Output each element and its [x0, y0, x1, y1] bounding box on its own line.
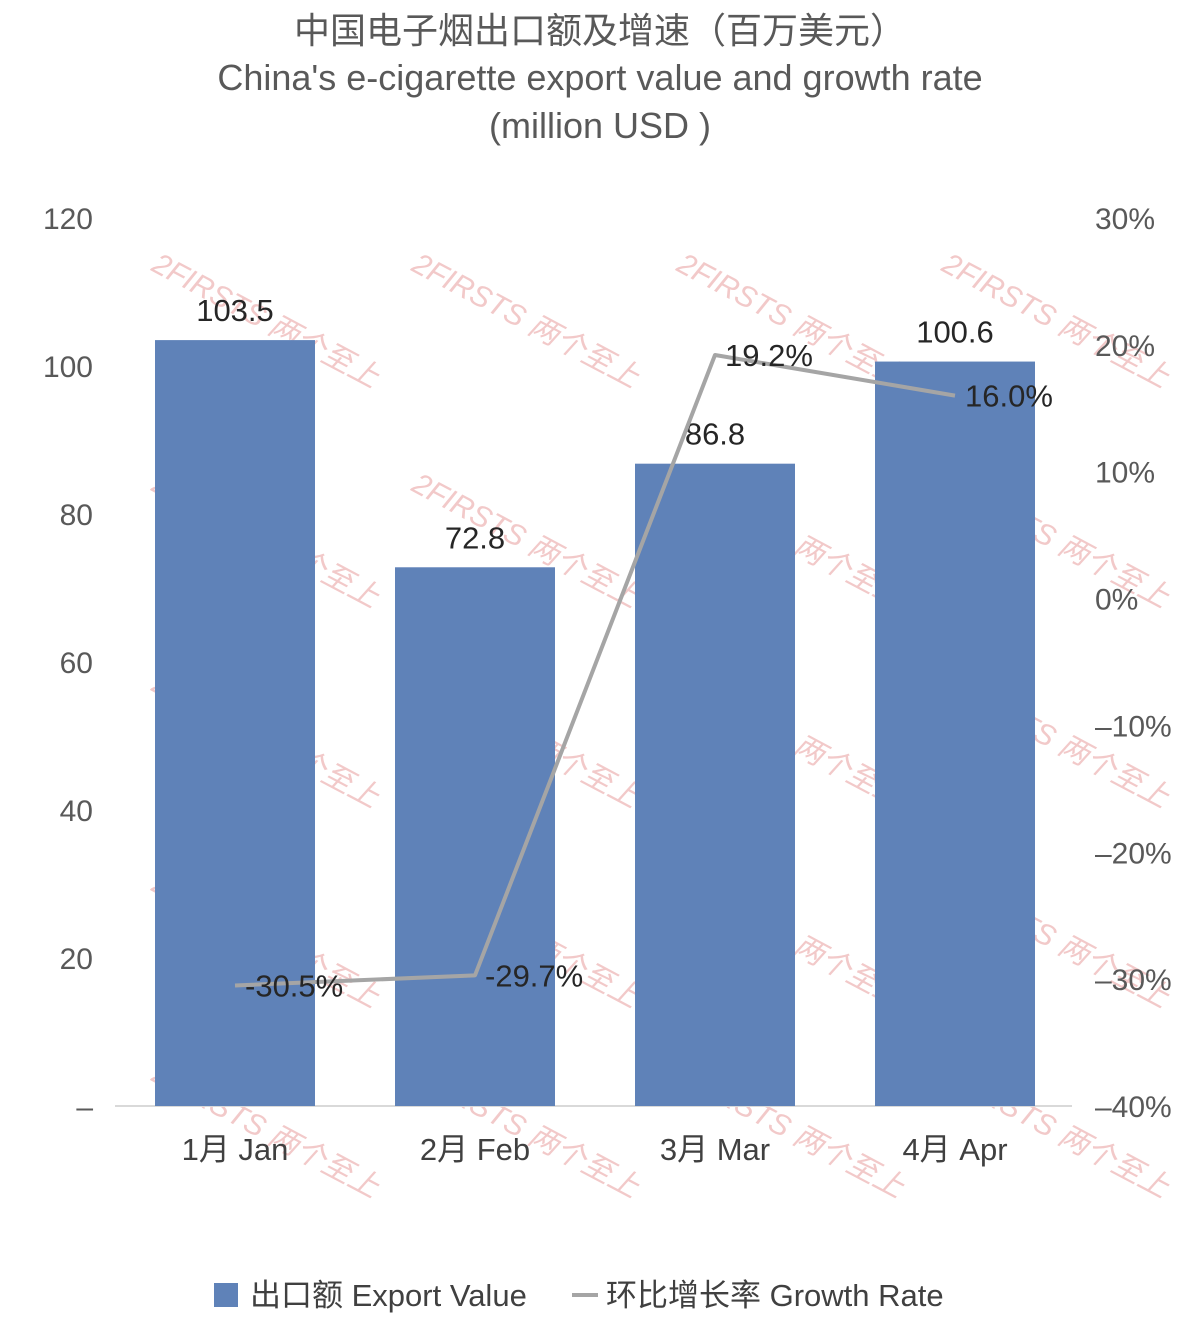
right-axis-tick-label: –40% — [1095, 1091, 1172, 1124]
right-axis-tick-label: –10% — [1095, 710, 1172, 743]
left-axis-tick-label: 120 — [43, 203, 93, 236]
bar-value-label: 72.8 — [445, 520, 505, 555]
bar-export-value — [635, 463, 795, 1106]
left-axis-tick-label: 60 — [60, 647, 93, 680]
growth-rate-label: -30.5% — [245, 968, 343, 1003]
right-axis-tick-label: 20% — [1095, 330, 1155, 363]
left-axis-tick-label: 80 — [60, 499, 93, 532]
line-series: -30.5% -29.7% 19.2% 16.0% — [234, 338, 1053, 1003]
chart-title-line: China's e-cigarette export value and gro… — [217, 57, 982, 98]
x-axis-category-label: 1月 Jan — [182, 1132, 289, 1167]
left-axis-tick-label: 20 — [60, 943, 93, 976]
left-axis-tick-label: – — [76, 1091, 93, 1124]
left-axis-tick-label: 100 — [43, 351, 93, 384]
growth-rate-label: 16.0% — [965, 379, 1053, 414]
right-axis-tick-label: 30% — [1095, 203, 1155, 236]
right-axis-tick-label: –20% — [1095, 837, 1172, 870]
left-axis-tick-label: 40 — [60, 795, 93, 828]
bar-series: 103.5 72.8 86.8 100.6 — [155, 293, 1035, 1107]
legend-label-growth-rate: 环比增长率 Growth Rate — [606, 1278, 944, 1313]
growth-rate-label: -29.7% — [485, 958, 583, 993]
growth-rate-label: 19.2% — [725, 338, 813, 373]
x-axis-category-label: 3月 Mar — [660, 1132, 770, 1167]
right-axis-tick-label: 0% — [1095, 584, 1138, 617]
right-axis: –40% –30% –20% –10% 0% 10% 20% 30% — [1095, 203, 1172, 1124]
bar-value-label: 100.6 — [916, 315, 994, 350]
bar-value-label: 103.5 — [196, 293, 274, 328]
left-axis: – 20 40 60 80 100 120 — [43, 203, 93, 1124]
x-axis-category-label: 2月 Feb — [420, 1132, 530, 1167]
x-axis-category-label: 4月 Apr — [902, 1132, 1007, 1167]
bar-value-label: 86.8 — [685, 417, 745, 452]
legend: 出口额 Export Value 环比增长率 Growth Rate — [214, 1278, 944, 1313]
legend-label-export-value: 出口额 Export Value — [250, 1278, 527, 1313]
right-axis-tick-label: –30% — [1095, 964, 1172, 997]
chart-title: 中国电子烟出口额及增速（百万美元） China's e-cigarette exp… — [217, 10, 982, 146]
right-axis-tick-label: 10% — [1095, 457, 1155, 490]
growth-rate-line — [234, 353, 956, 988]
bar-export-value — [155, 340, 315, 1107]
bar-export-value — [395, 567, 555, 1106]
bar-export-value — [875, 361, 1035, 1106]
chart-title-line: 中国电子烟出口额及增速（百万美元） — [294, 10, 906, 51]
watermark-text: 2FIRSTS 两个至上 — [406, 247, 645, 395]
chart-title-line: (million USD ) — [489, 105, 711, 146]
x-axis: 1月 Jan 2月 Feb 3月 Mar 4月 Apr — [182, 1132, 1008, 1167]
legend-swatch-bar — [214, 1283, 238, 1307]
